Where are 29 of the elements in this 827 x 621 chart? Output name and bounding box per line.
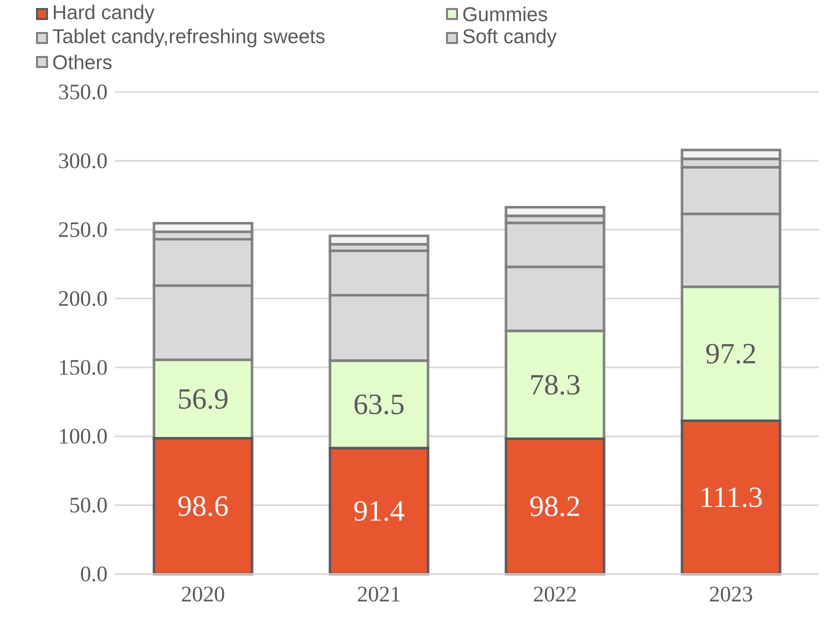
legend-label: Soft candy [463,28,557,48]
x-tick-label: 2021 [358,586,400,602]
x-tick-label: 2022 [534,586,576,602]
y-tick-label: 100.0 [60,428,107,444]
y-tick-label: 250.0 [59,222,107,238]
y-tick-label: 350.0 [59,84,107,100]
data-label: 56.9 [179,389,228,409]
legend-label: Others [53,54,112,70]
y-tick-label: 50.0 [70,498,107,513]
data-label: 91.4 [354,501,404,521]
data-label: 98.6 [178,496,228,516]
bar [328,446,430,576]
data-label: 63.5 [354,394,404,414]
x-tick-label: 2020 [182,586,224,602]
legend-label: Gummies [463,6,548,22]
y-tick-label: 200.0 [59,291,107,306]
data-label: 78.3 [531,374,580,395]
bar [680,419,782,576]
data-label: 97.2 [706,344,756,364]
y-tick-label: 300.0 [59,153,107,168]
y-tick-label: 150.0 [60,360,107,375]
bar [152,436,254,576]
x-tick-label: 2023 [710,586,752,602]
legend-label: Tablet candy,refreshing sweets [52,28,325,48]
data-label: 98.2 [530,496,580,516]
legend-label: Hard candy [54,4,154,24]
data-label: 111.3 [702,487,762,508]
y-tick-label: 0.0 [80,566,107,582]
bar [504,437,606,576]
